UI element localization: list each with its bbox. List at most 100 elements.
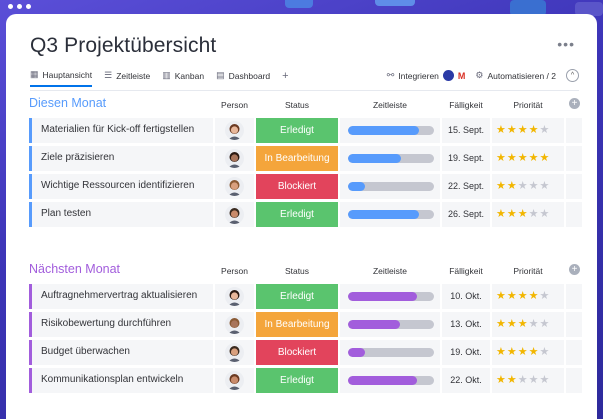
priority-cell[interactable]: ★★★★★ [492, 368, 564, 393]
group-title[interactable]: Nächsten Monat [29, 262, 121, 276]
add-column-icon[interactable]: + [569, 98, 580, 109]
due-date[interactable]: 13. Okt. [442, 312, 490, 337]
person-cell[interactable] [215, 118, 254, 143]
person-cell[interactable] [215, 340, 254, 365]
star-icon: ★ [539, 318, 551, 330]
table-row[interactable]: Ziele präzisieren In Bearbeitung 19. Sept.… [29, 146, 582, 171]
person-cell[interactable] [215, 284, 254, 309]
timeline-cell[interactable] [340, 174, 440, 199]
priority-cell[interactable]: ★★★★★ [492, 202, 564, 227]
star-icon: ★ [539, 124, 551, 136]
item-name-cell[interactable]: Plan testen [29, 202, 213, 227]
timeline-cell[interactable] [340, 284, 440, 309]
item-name-cell[interactable]: Auftragnehmervertrag aktualisieren [29, 284, 213, 309]
avatar [225, 315, 244, 334]
person-cell[interactable] [215, 368, 254, 393]
more-options-icon[interactable]: ••• [557, 36, 575, 52]
item-name-cell[interactable]: Wichtige Ressourcen identifizieren [29, 174, 213, 199]
status-badge[interactable]: Blockiert [256, 340, 338, 365]
priority-cell[interactable]: ★★★★★ [492, 312, 564, 337]
table-row[interactable]: Budget überwachen Blockiert 19. Okt. ★★★★★ [29, 340, 582, 365]
priority-cell[interactable]: ★★★★★ [492, 284, 564, 309]
person-cell[interactable] [215, 174, 254, 199]
person-cell[interactable] [215, 146, 254, 171]
background-decoration [285, 0, 313, 8]
col-person-header[interactable]: Person [221, 266, 248, 276]
star-icon: ★ [539, 374, 551, 386]
priority-cell[interactable]: ★★★★★ [492, 340, 564, 365]
background-decoration [375, 0, 415, 6]
star-icon: ★ [539, 290, 551, 302]
table-row[interactable]: Plan testen Erledigt 26. Sept. ★★★★★ [29, 202, 582, 227]
due-date[interactable]: 26. Sept. [442, 202, 490, 227]
due-date[interactable]: 22. Sept. [442, 174, 490, 199]
star-icon: ★ [517, 208, 529, 220]
tab-zeitleiste[interactable]: ☰ Zeitleiste [104, 70, 150, 86]
tab-kanban[interactable]: ▥ Kanban [162, 70, 204, 86]
integrate-button[interactable]: ⚯ Integrieren M [387, 70, 465, 81]
timeline-cell[interactable] [340, 118, 440, 143]
table-row[interactable]: Kommunikationsplan entwickeln Erledigt 22.… [29, 368, 582, 393]
kanban-icon: ▥ [162, 70, 171, 80]
automate-button[interactable]: ⚙ Automatisieren / 2 [475, 70, 556, 81]
due-date[interactable]: 22. Okt. [442, 368, 490, 393]
status-badge[interactable]: Erledigt [256, 284, 338, 309]
star-icon: ★ [506, 290, 518, 302]
collapse-icon[interactable]: ^ [566, 69, 579, 82]
tab-dashboard[interactable]: ▤ Dashboard [216, 70, 270, 86]
item-name-cell[interactable]: Materialien für Kick-off fertigstellen [29, 118, 213, 143]
timeline-fill [348, 182, 366, 191]
col-priority-header[interactable]: Priorität [513, 100, 543, 110]
item-name-cell[interactable]: Risikobewertung durchführen [29, 312, 213, 337]
due-date[interactable]: 15. Sept. [442, 118, 490, 143]
timeline-cell[interactable] [340, 202, 440, 227]
window-dots [8, 4, 31, 9]
due-date[interactable]: 19. Sept. [442, 146, 490, 171]
due-date[interactable]: 10. Okt. [442, 284, 490, 309]
col-person-header[interactable]: Person [221, 100, 248, 110]
automate-icon: ⚙ [475, 70, 484, 80]
add-view-button[interactable]: + [282, 69, 289, 82]
star-icon: ★ [539, 152, 551, 164]
col-due-header[interactable]: Fälligkeit [449, 266, 483, 276]
person-cell[interactable] [215, 202, 254, 227]
timeline-cell[interactable] [340, 368, 440, 393]
table-row[interactable]: Wichtige Ressourcen identifizieren Blocki… [29, 174, 582, 199]
due-date[interactable]: 19. Okt. [442, 340, 490, 365]
timeline-cell[interactable] [340, 340, 440, 365]
item-name-cell[interactable]: Kommunikationsplan entwickeln [29, 368, 213, 393]
table-row[interactable]: Risikobewertung durchführen In Bearbeitun… [29, 312, 582, 337]
status-badge[interactable]: In Bearbeitung [256, 312, 338, 337]
item-name-cell[interactable]: Budget überwachen [29, 340, 213, 365]
col-timeline-header[interactable]: Zeitleiste [372, 266, 407, 276]
empty-cell [566, 368, 582, 393]
table-row[interactable]: Auftragnehmervertrag aktualisieren Erledi… [29, 284, 582, 309]
status-badge[interactable]: Blockiert [256, 174, 338, 199]
timeline-fill [348, 348, 366, 357]
add-column-icon[interactable]: + [569, 264, 580, 275]
col-status-header[interactable]: Status [284, 266, 310, 276]
priority-cell[interactable]: ★★★★★ [492, 174, 564, 199]
status-badge[interactable]: Erledigt [256, 202, 338, 227]
col-timeline-header[interactable]: Zeitleiste [372, 100, 407, 110]
status-badge[interactable]: In Bearbeitung [256, 146, 338, 171]
item-name: Kommunikationsplan entwickeln [41, 374, 184, 385]
person-cell[interactable] [215, 312, 254, 337]
group-title[interactable]: Diesen Monat [29, 96, 107, 110]
star-icon: ★ [506, 208, 518, 220]
timeline-bar [348, 376, 434, 385]
priority-cell[interactable]: ★★★★★ [492, 118, 564, 143]
item-name-cell[interactable]: Ziele präzisieren [29, 146, 213, 171]
table-row[interactable]: Materialien für Kick-off fertigstellen Er… [29, 118, 582, 143]
timeline-cell[interactable] [340, 146, 440, 171]
empty-cell [566, 146, 582, 171]
col-priority-header[interactable]: Priorität [513, 266, 543, 276]
status-badge[interactable]: Erledigt [256, 368, 338, 393]
tab-hauptansicht[interactable]: ▦ Hauptansicht [30, 69, 93, 87]
col-due-header[interactable]: Fälligkeit [449, 100, 483, 110]
status-badge[interactable]: Erledigt [256, 118, 338, 143]
col-status-header[interactable]: Status [284, 100, 310, 110]
timeline-bar [348, 348, 434, 357]
priority-cell[interactable]: ★★★★★ [492, 146, 564, 171]
timeline-cell[interactable] [340, 312, 440, 337]
